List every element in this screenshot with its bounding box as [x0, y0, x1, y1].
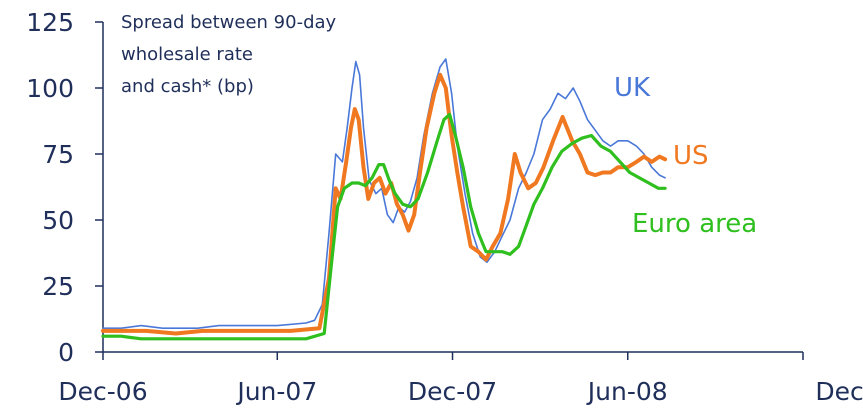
series-line-uk	[102, 58, 666, 329]
x-tick-label: Jun-07	[235, 377, 317, 406]
series-line-us	[101, 72, 668, 336]
y-tick-label: 50	[42, 206, 74, 235]
y-tick-label: 75	[42, 140, 74, 169]
series-lines	[101, 58, 668, 341]
chart-title: Spread between 90-day wholesale rate and…	[121, 12, 342, 97]
series-label-us: US	[673, 141, 709, 171]
chart-title-line-3: and cash* (bp)	[121, 76, 254, 97]
chart-title-line-2: wholesale rate	[121, 44, 253, 65]
series-label-euro-area: Euro area	[632, 209, 757, 239]
x-tick-label: Dec-08	[815, 377, 863, 406]
y-ticks: 0 25 50 75 100 125	[26, 8, 103, 367]
x-tick-label: Jun-08	[586, 377, 668, 406]
y-tick-label: 0	[58, 338, 74, 367]
x-tick-label: Dec-06	[58, 377, 147, 406]
y-tick-label: 25	[42, 272, 74, 301]
x-ticks: Dec-06 Jun-07 Dec-07 Jun-08 Dec-08	[58, 352, 863, 406]
series-label-uk: UK	[614, 73, 651, 103]
y-tick-label: 100	[26, 74, 74, 103]
chart-title-line-1: Spread between 90-day	[121, 12, 337, 33]
x-tick-label: Dec-07	[408, 377, 497, 406]
y-tick-label: 125	[26, 8, 74, 37]
series-line-euro-area	[101, 112, 667, 341]
